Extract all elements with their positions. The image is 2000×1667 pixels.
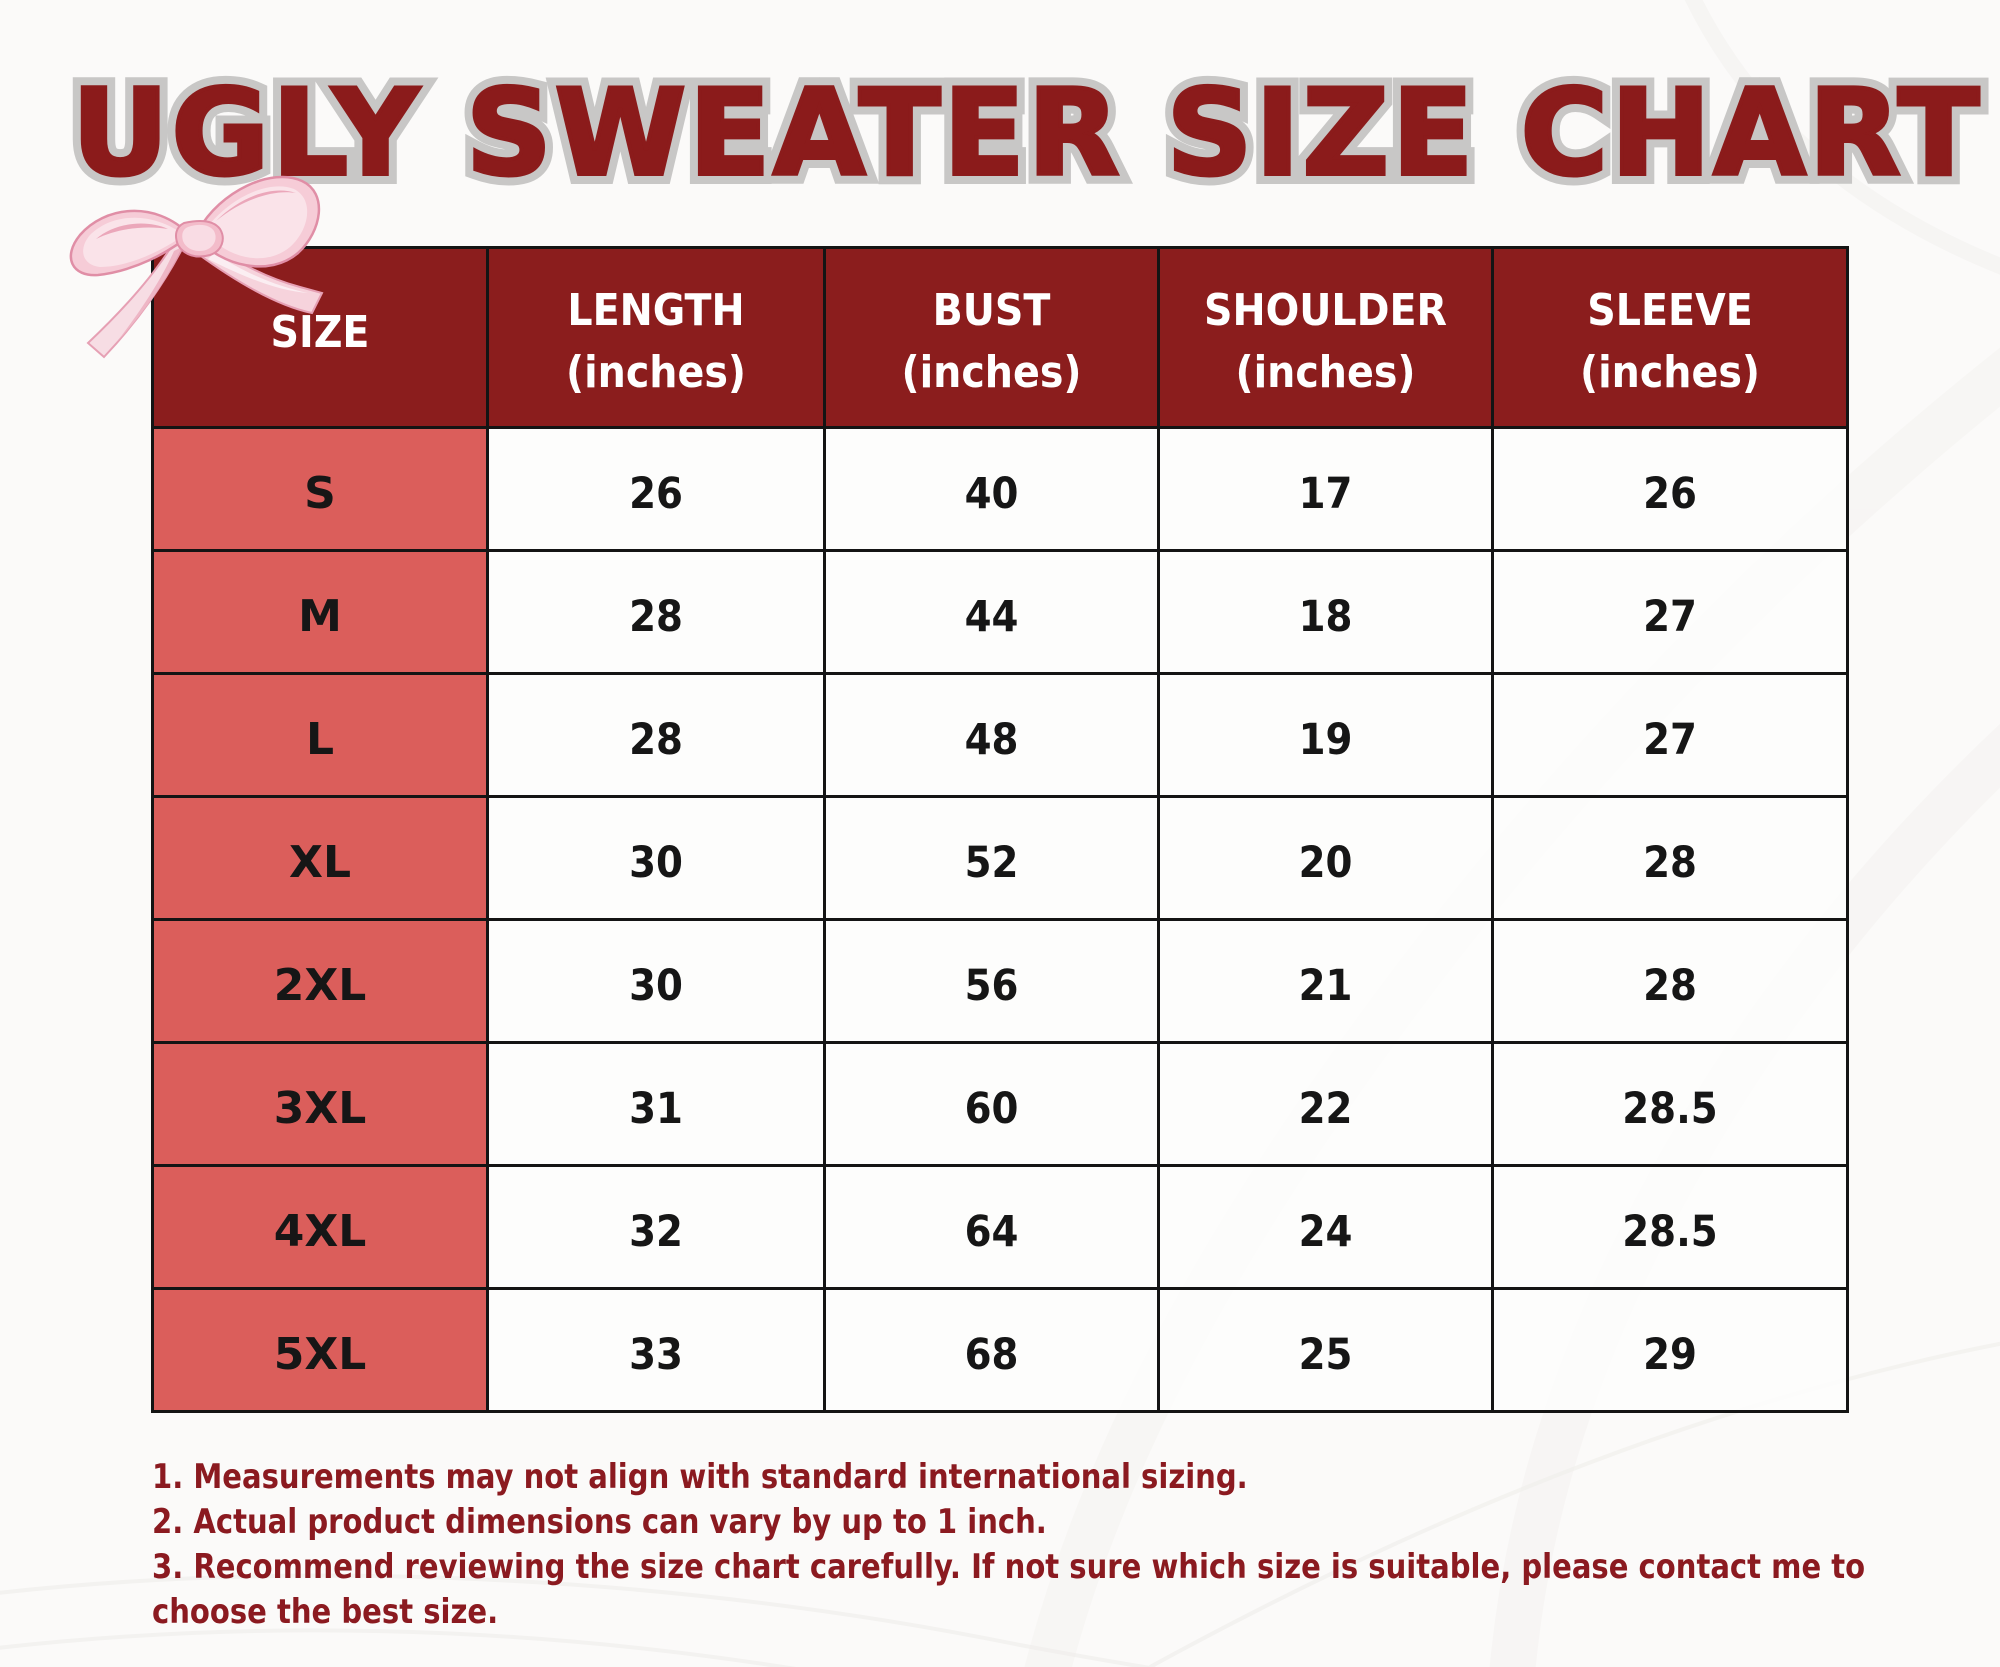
note-line: 1. Measurements may not align with stand… xyxy=(152,1457,1248,1497)
header-label: SIZE xyxy=(270,307,370,358)
cell-bust: 52 xyxy=(823,795,1160,921)
table-row: XL 30 52 20 28 xyxy=(151,795,1849,921)
size-chart-table: SIZE LENGTH (inches) BUST (inches) SHOULDE… xyxy=(151,246,1849,1413)
header-label: LENGTH xyxy=(567,285,745,336)
note-line: 3. Recommend reviewing the size chart ca… xyxy=(152,1547,1866,1632)
cell-shoulder: 21 xyxy=(1157,918,1494,1044)
cell-shoulder: 20 xyxy=(1157,795,1494,921)
header-label: SLEEVE xyxy=(1587,285,1753,336)
cell-sleeve: 27 xyxy=(1491,672,1849,798)
table-row: 3XL 31 60 22 28.5 xyxy=(151,1041,1849,1167)
table-row: 5XL 33 68 25 29 xyxy=(151,1287,1849,1413)
cell-length: 26 xyxy=(486,426,826,552)
bow-icon xyxy=(69,175,324,359)
page-title: UGLY SWEATER SIZE CHART xyxy=(27,72,2000,196)
cell-bust: 40 xyxy=(823,426,1160,552)
cell-bust: 48 xyxy=(823,672,1160,798)
cell-size: L xyxy=(151,672,489,798)
cell-shoulder: 18 xyxy=(1157,549,1494,675)
cell-shoulder: 24 xyxy=(1157,1164,1494,1290)
cell-length: 30 xyxy=(486,795,826,921)
cell-shoulder: 19 xyxy=(1157,672,1494,798)
table-row: L 28 48 19 27 xyxy=(151,672,1849,798)
cell-length: 33 xyxy=(486,1287,826,1413)
header-cell-sleeve: SLEEVE (inches) xyxy=(1491,246,1849,429)
cell-size: 4XL xyxy=(151,1164,489,1290)
cell-sleeve: 27 xyxy=(1491,549,1849,675)
header-unit: (inches) xyxy=(901,347,1082,398)
header-cell-bust: BUST (inches) xyxy=(823,246,1160,429)
cell-sleeve: 28.5 xyxy=(1491,1041,1849,1167)
cell-length: 28 xyxy=(486,672,826,798)
cell-length: 31 xyxy=(486,1041,826,1167)
header-row: SIZE LENGTH (inches) BUST (inches) SHOULDE… xyxy=(151,246,1849,429)
cell-length: 28 xyxy=(486,549,826,675)
cell-sleeve: 28 xyxy=(1491,795,1849,921)
cell-size: 2XL xyxy=(151,918,489,1044)
cell-bust: 68 xyxy=(823,1287,1160,1413)
table-row: M 28 44 18 27 xyxy=(151,549,1849,675)
header-unit: (inches) xyxy=(1580,347,1760,398)
header-label: BUST xyxy=(932,285,1051,336)
table-row: S 26 40 17 26 xyxy=(151,426,1849,552)
note-line: 2. Actual product dimensions can vary by… xyxy=(152,1502,1047,1542)
header-unit: (inches) xyxy=(1235,347,1416,398)
cell-size: 3XL xyxy=(151,1041,489,1167)
page-title-text: UGLY SWEATER SIZE CHART xyxy=(70,65,1983,203)
cell-sleeve: 29 xyxy=(1491,1287,1849,1413)
cell-bust: 64 xyxy=(823,1164,1160,1290)
cell-bust: 56 xyxy=(823,918,1160,1044)
cell-sleeve: 28.5 xyxy=(1491,1164,1849,1290)
header-label: SHOULDER xyxy=(1203,285,1448,336)
cell-size: XL xyxy=(151,795,489,921)
table-row: 2XL 30 56 21 28 xyxy=(151,918,1849,1044)
cell-length: 30 xyxy=(486,918,826,1044)
cell-size: M xyxy=(151,549,489,675)
cell-shoulder: 22 xyxy=(1157,1041,1494,1167)
cell-shoulder: 17 xyxy=(1157,426,1494,552)
notes: 1. Measurements may not align with stand… xyxy=(152,1455,1957,1635)
header-unit: (inches) xyxy=(566,347,746,398)
table-row: 4XL 32 64 24 28.5 xyxy=(151,1164,1849,1290)
cell-size: 5XL xyxy=(151,1287,489,1413)
cell-size: S xyxy=(151,426,489,552)
cell-sleeve: 28 xyxy=(1491,918,1849,1044)
cell-bust: 60 xyxy=(823,1041,1160,1167)
cell-sleeve: 26 xyxy=(1491,426,1849,552)
header-cell-shoulder: SHOULDER (inches) xyxy=(1157,246,1494,429)
cell-shoulder: 25 xyxy=(1157,1287,1494,1413)
cell-length: 32 xyxy=(486,1164,826,1290)
header-cell-length: LENGTH (inches) xyxy=(486,246,826,429)
header-cell-size: SIZE xyxy=(151,246,489,429)
cell-bust: 44 xyxy=(823,549,1160,675)
